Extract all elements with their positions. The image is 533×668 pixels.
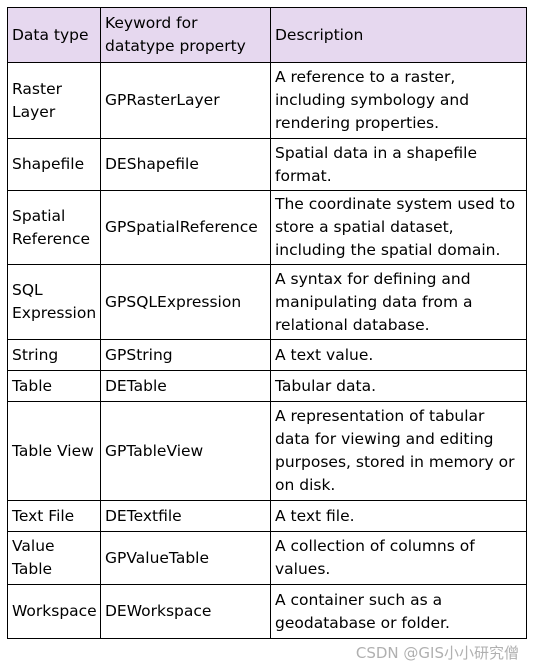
header-description: Description [270, 7, 527, 63]
cell-keyword: DEWorkspace [100, 584, 271, 639]
cell-description: A text value. [270, 339, 527, 371]
table-row: Table View GPTableView A representation … [7, 401, 527, 501]
table-row: Shapefile DEShapefile Spatial data in a … [7, 138, 527, 191]
cell-keyword: GPRasterLayer [100, 62, 271, 139]
cell-data-type: Raster Layer [7, 62, 101, 139]
cell-data-type: Workspace [7, 584, 101, 639]
cell-description: The coordinate system used to store a sp… [270, 190, 527, 265]
cell-keyword: DEShapefile [100, 138, 271, 191]
cell-data-type: Table [7, 370, 101, 402]
cell-keyword: DETextfile [100, 500, 271, 532]
table-row: Raster Layer GPRasterLayer A reference t… [7, 62, 527, 139]
header-keyword: Keyword for datatype property [100, 7, 271, 63]
cell-data-type: Value Table [7, 531, 101, 585]
cell-description: A syntax for defining and manipulating d… [270, 264, 527, 340]
table-row: Value Table GPValueTable A collection of… [7, 531, 527, 585]
cell-data-type: Table View [7, 401, 101, 501]
cell-description: Spatial data in a shapefile format. [270, 138, 527, 191]
table-row: SQL Expression GPSQLExpression A syntax … [7, 264, 527, 340]
cell-data-type: Spatial Reference [7, 190, 101, 265]
cell-keyword: GPString [100, 339, 271, 371]
cell-keyword: GPTableView [100, 401, 271, 501]
cell-keyword: GPSpatialReference [100, 190, 271, 265]
header-row: Data type Keyword for datatype property … [7, 7, 527, 63]
cell-data-type: Text File [7, 500, 101, 532]
cell-description: A reference to a raster, including symbo… [270, 62, 527, 139]
watermark: CSDN @GIS小小研究僧 [355, 644, 519, 662]
cell-data-type: Shapefile [7, 138, 101, 191]
cell-description: A container such as a geodatabase or fol… [270, 584, 527, 639]
table-row: Text File DETextfile A text file. [7, 500, 527, 532]
cell-keyword: GPValueTable [100, 531, 271, 585]
cell-data-type: String [7, 339, 101, 371]
table-row: Workspace DEWorkspace A container such a… [7, 584, 527, 639]
cell-description: Tabular data. [270, 370, 527, 402]
cell-data-type: SQL Expression [7, 264, 101, 340]
table-row: String GPString A text value. [7, 339, 527, 371]
header-data-type: Data type [7, 7, 101, 63]
cell-description: A representation of tabular data for vie… [270, 401, 527, 501]
cell-description: A text file. [270, 500, 527, 532]
cell-keyword: DETable [100, 370, 271, 402]
cell-keyword: GPSQLExpression [100, 264, 271, 340]
table-row: Spatial Reference GPSpatialReference The… [7, 190, 527, 265]
data-types-table: Data type Keyword for datatype property … [7, 7, 527, 639]
cell-description: A collection of columns of values. [270, 531, 527, 585]
table-row: Table DETable Tabular data. [7, 370, 527, 402]
